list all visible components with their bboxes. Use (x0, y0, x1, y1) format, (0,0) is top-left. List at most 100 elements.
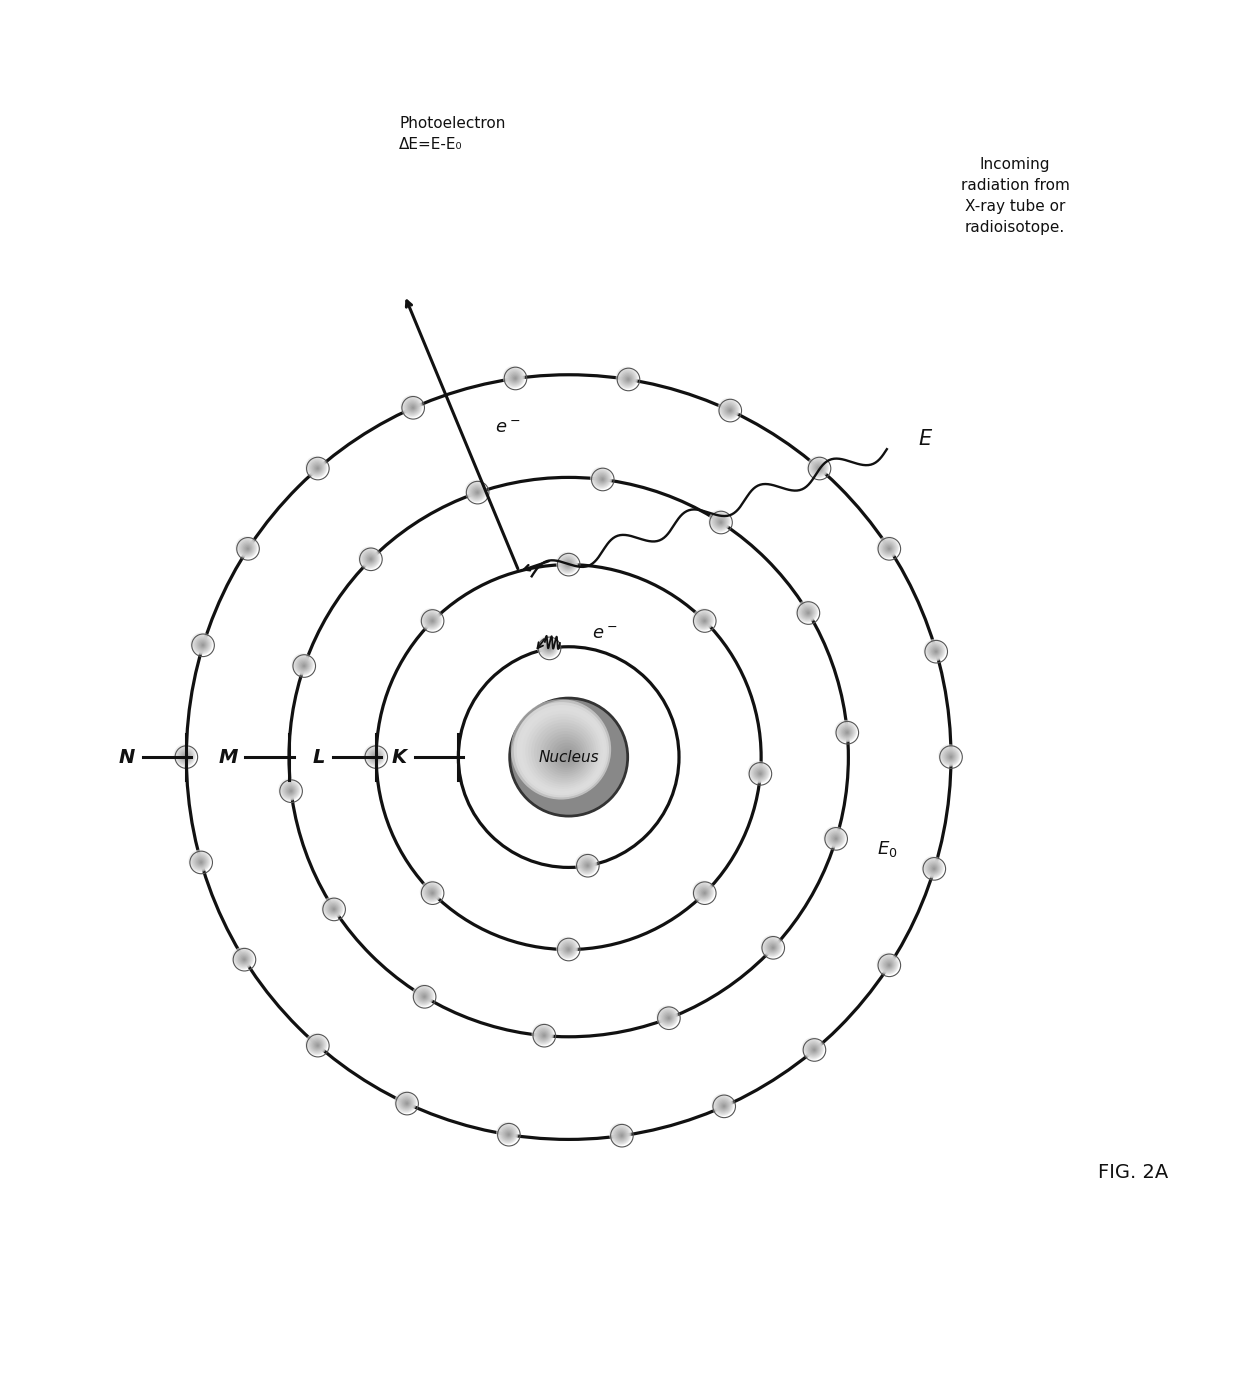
Circle shape (756, 771, 764, 776)
Circle shape (620, 370, 635, 387)
Circle shape (693, 882, 713, 901)
Circle shape (797, 601, 817, 622)
Circle shape (175, 746, 195, 766)
Circle shape (234, 950, 252, 968)
Circle shape (616, 367, 639, 389)
Circle shape (825, 828, 844, 847)
Circle shape (403, 398, 420, 416)
Circle shape (398, 1095, 414, 1110)
Circle shape (200, 641, 206, 648)
Circle shape (517, 705, 606, 796)
Circle shape (842, 727, 851, 737)
Circle shape (371, 753, 381, 761)
Circle shape (584, 862, 590, 868)
Circle shape (420, 608, 443, 630)
Circle shape (598, 474, 606, 484)
Circle shape (476, 491, 479, 494)
Circle shape (237, 537, 257, 558)
Circle shape (288, 787, 294, 794)
Circle shape (503, 367, 525, 387)
Circle shape (826, 829, 844, 847)
Circle shape (469, 484, 485, 499)
Circle shape (804, 608, 812, 618)
Circle shape (595, 472, 609, 485)
Circle shape (719, 522, 722, 523)
Circle shape (556, 552, 578, 574)
Circle shape (278, 779, 301, 801)
Circle shape (397, 1093, 415, 1111)
Circle shape (838, 723, 854, 740)
Circle shape (626, 377, 630, 381)
Circle shape (539, 1031, 548, 1039)
Circle shape (423, 611, 440, 629)
Circle shape (198, 640, 207, 650)
Circle shape (701, 618, 708, 625)
Circle shape (703, 620, 706, 622)
Circle shape (925, 860, 941, 876)
Circle shape (887, 963, 892, 967)
Circle shape (552, 740, 582, 769)
Circle shape (192, 636, 211, 654)
Circle shape (310, 1038, 324, 1052)
Circle shape (246, 547, 250, 551)
Circle shape (715, 517, 725, 526)
Circle shape (505, 369, 523, 387)
Circle shape (360, 548, 379, 568)
Circle shape (542, 641, 556, 654)
Circle shape (558, 555, 577, 573)
Circle shape (807, 456, 830, 479)
Circle shape (546, 644, 553, 651)
Circle shape (830, 832, 841, 844)
Circle shape (928, 862, 939, 874)
Circle shape (811, 1046, 817, 1053)
Circle shape (554, 743, 579, 768)
Circle shape (305, 1032, 327, 1056)
Circle shape (510, 371, 521, 384)
Circle shape (702, 619, 707, 623)
Circle shape (190, 851, 210, 871)
Circle shape (618, 367, 637, 388)
Circle shape (506, 1132, 511, 1136)
Circle shape (877, 953, 899, 975)
Circle shape (843, 729, 851, 736)
Circle shape (698, 615, 709, 626)
Circle shape (931, 867, 936, 871)
Circle shape (591, 467, 611, 488)
Circle shape (828, 832, 842, 844)
Circle shape (418, 990, 429, 1002)
Circle shape (358, 547, 381, 569)
Circle shape (503, 1129, 513, 1139)
Circle shape (580, 858, 594, 872)
Circle shape (699, 887, 709, 897)
Circle shape (764, 939, 780, 954)
Circle shape (748, 761, 770, 783)
Circle shape (616, 1131, 626, 1139)
Circle shape (945, 751, 956, 762)
Circle shape (370, 558, 372, 561)
Circle shape (708, 509, 730, 533)
Circle shape (841, 726, 852, 737)
Circle shape (402, 1099, 410, 1107)
Circle shape (718, 398, 740, 420)
Circle shape (537, 1028, 551, 1042)
Circle shape (832, 835, 839, 842)
Circle shape (560, 942, 574, 956)
Circle shape (627, 378, 630, 380)
Circle shape (883, 958, 894, 970)
Circle shape (718, 520, 723, 524)
Circle shape (839, 725, 853, 739)
Circle shape (657, 1007, 678, 1027)
Circle shape (244, 545, 250, 552)
Circle shape (422, 609, 441, 630)
Circle shape (522, 711, 603, 791)
Circle shape (405, 401, 419, 413)
Text: L: L (312, 747, 325, 766)
Circle shape (950, 755, 952, 758)
Circle shape (697, 886, 711, 899)
Circle shape (366, 554, 374, 563)
Circle shape (836, 721, 856, 741)
Circle shape (548, 647, 551, 650)
Circle shape (185, 755, 187, 758)
Circle shape (625, 376, 631, 383)
Text: Photoelectron
ΔE=E-E₀: Photoelectron ΔE=E-E₀ (399, 115, 506, 152)
